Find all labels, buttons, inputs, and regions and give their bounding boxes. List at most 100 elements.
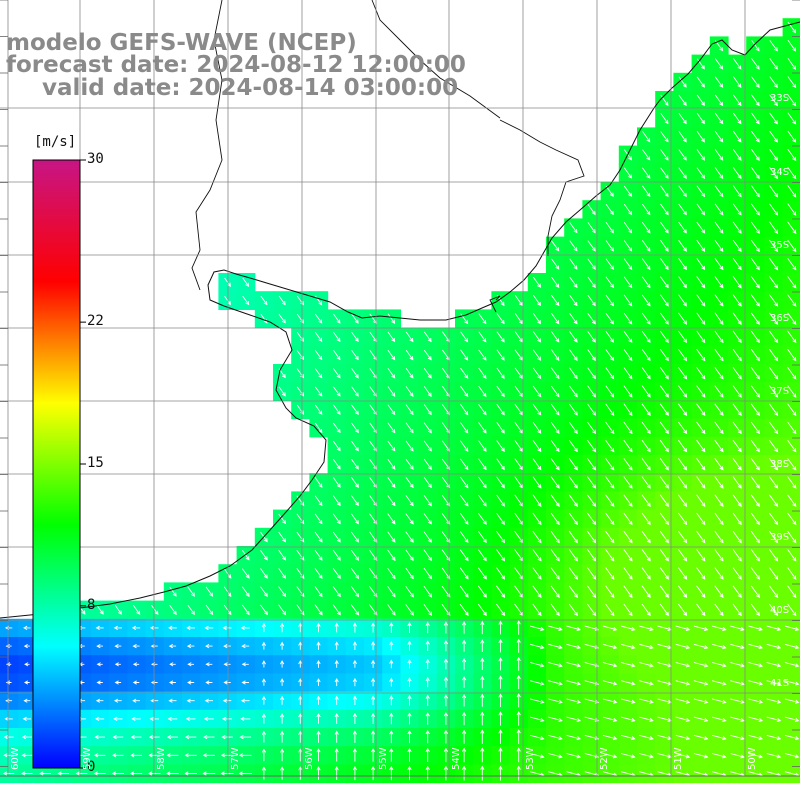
wind-arrow (334, 622, 339, 633)
wind-arrow (315, 295, 323, 306)
wind-arrow (478, 422, 487, 434)
wind-arrow (186, 698, 195, 703)
wind-arrow (660, 131, 669, 143)
wind-arrow (678, 240, 687, 252)
wind-arrow (642, 203, 651, 216)
wind-arrow (460, 367, 469, 379)
wind-arrow (407, 730, 412, 744)
wind-arrow (166, 771, 179, 776)
wind-arrow (314, 422, 323, 434)
wind-arrow (168, 625, 177, 630)
wind-arrow (587, 240, 596, 252)
wind-arrow (569, 385, 578, 398)
wind-arrow (423, 549, 433, 562)
wind-arrow (550, 385, 560, 398)
wind-arrow (443, 765, 448, 781)
wind-arrow (696, 258, 706, 271)
wind-arrow (550, 403, 560, 416)
wind-arrow (732, 421, 742, 435)
wind-arrow (407, 659, 412, 669)
wind-arrow (769, 58, 778, 70)
wind-arrow (623, 203, 633, 216)
wind-arrow (696, 530, 706, 544)
wind-arrow (714, 512, 724, 526)
wind-arrow (587, 276, 596, 289)
wind-arrow (587, 294, 596, 307)
wind-arrow (334, 659, 339, 668)
wind-arrow (369, 567, 378, 580)
colorbar (32, 159, 86, 769)
wind-arrow (131, 625, 141, 630)
wind-arrow (605, 603, 615, 617)
wind-arrow (459, 549, 469, 562)
wind-arrow (480, 639, 485, 652)
wind-arrow (641, 494, 651, 507)
wind-arrow (223, 680, 231, 685)
wind-arrow (605, 494, 615, 507)
wind-arrow (278, 550, 287, 561)
wind-arrow (714, 276, 724, 289)
wind-arrow (569, 331, 578, 343)
wind-arrow (787, 603, 797, 617)
wind-arrow (462, 621, 467, 634)
wind-arrow (696, 94, 705, 107)
wind-arrow (548, 716, 563, 722)
wind-arrow (238, 771, 252, 776)
wind-arrow (696, 549, 706, 562)
wind-arrow (623, 567, 633, 580)
wind-arrow (787, 330, 797, 344)
wind-arrow (278, 568, 287, 579)
wind-arrow (223, 586, 232, 597)
wind-arrow (242, 295, 250, 306)
wind-arrow (675, 753, 691, 759)
wind-arrow (787, 439, 797, 453)
wind-arrow (641, 567, 651, 580)
wind-arrow (678, 131, 687, 143)
wind-arrow (568, 567, 578, 580)
wind-arrow (659, 549, 669, 562)
wind-arrow (93, 753, 106, 758)
wind-arrow (443, 694, 448, 707)
wind-arrow (278, 313, 286, 324)
wind-arrow (696, 130, 705, 143)
wind-arrow (620, 753, 636, 759)
wind-arrow (620, 680, 636, 686)
wind-arrow (261, 766, 266, 780)
wind-arrow (296, 368, 305, 379)
wind-arrow (240, 698, 250, 703)
wind-arrow (769, 203, 779, 216)
wind-arrow (441, 531, 451, 543)
wind-arrow (566, 734, 582, 741)
wind-arrow (498, 729, 503, 744)
wind-arrow (241, 586, 250, 598)
wind-arrow (769, 567, 779, 580)
wind-arrow (351, 477, 359, 488)
wind-arrow (532, 440, 542, 453)
wind-arrow (314, 350, 323, 361)
wind-arrow (387, 604, 396, 616)
political-border (371, 0, 501, 119)
wind-arrow (769, 94, 778, 107)
wind-arrow (478, 476, 487, 489)
wind-arrow (496, 603, 506, 617)
wind-arrow (332, 459, 341, 470)
wind-arrow (605, 567, 615, 580)
wind-arrow (202, 753, 215, 758)
wind-arrow (5, 644, 12, 649)
wind-arrow (714, 530, 724, 544)
wind-arrow (425, 765, 430, 781)
wind-arrow (787, 167, 797, 180)
wind-arrow (460, 331, 469, 343)
wind-arrow (184, 735, 197, 740)
wind-arrow (660, 258, 669, 271)
wind-arrow (387, 404, 396, 416)
wind-arrow (623, 494, 633, 507)
wind-arrow (550, 458, 560, 471)
wind-arrow (223, 568, 232, 579)
wind-arrow (316, 695, 321, 705)
wind-arrow (641, 240, 651, 252)
wind-arrow (460, 313, 469, 325)
wind-arrow (260, 586, 268, 598)
wind-arrow (696, 512, 706, 526)
